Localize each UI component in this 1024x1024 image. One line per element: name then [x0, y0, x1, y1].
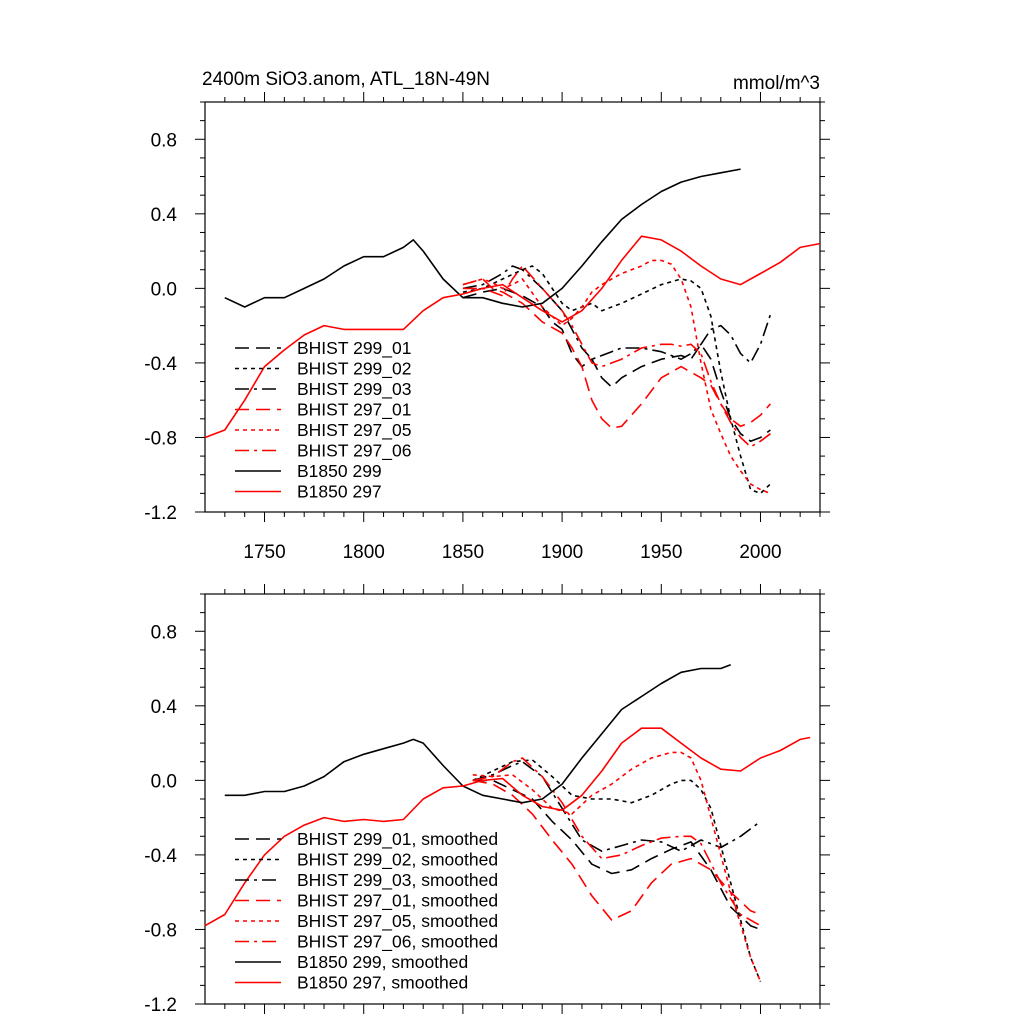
legend-label: BHIST 299_02	[297, 359, 411, 380]
series-line-bhist-297-05-smoothed	[472, 751, 762, 982]
legend-label: BHIST 297_05, smoothed	[297, 911, 498, 932]
legend-label: BHIST 299_01, smoothed	[297, 829, 498, 850]
legend-label: BHIST 297_06, smoothed	[297, 932, 498, 953]
series-line-bhist-297-05	[462, 259, 771, 495]
series-line-bhist-299-02	[462, 265, 771, 495]
series-line-bhist-297-01	[462, 278, 771, 429]
series-line-bhist-297-01-smoothed	[472, 779, 761, 921]
legend-label: BHIST 297_01, smoothed	[297, 891, 498, 912]
y-tick-label: 0.0	[151, 279, 177, 300]
legend-label: BHIST 299_02, smoothed	[297, 850, 498, 871]
series-line-bhist-297-06	[462, 265, 771, 448]
series-line-bhist-297-06-smoothed	[472, 757, 761, 927]
legend-label: B1850 297	[297, 482, 382, 502]
series-line-b1850-299-smoothed	[224, 664, 731, 804]
x-tick-label: 1850	[442, 542, 484, 563]
legend-label: BHIST 297_01	[297, 400, 411, 421]
legend-label: B1850 297, smoothed	[297, 973, 468, 993]
top-chart-units: mmol/m^3	[733, 73, 820, 94]
legend-label: BHIST 299_03	[297, 379, 411, 400]
x-tick-label: 1900	[541, 542, 583, 563]
y-tick-label: -0.4	[144, 354, 177, 375]
top-panel: 2400m SiO3.anom, ATL_18N-49N mmol/m^3 0.…	[144, 69, 830, 563]
y-tick-label: 0.0	[151, 771, 177, 792]
legend-label: BHIST 299_01	[297, 338, 411, 359]
x-tick-label: 1950	[640, 542, 682, 563]
series-line-b1850-297	[204, 235, 821, 439]
series-line-bhist-299-02-smoothed	[472, 759, 762, 982]
series-line-bhist-299-01-smoothed	[472, 779, 761, 931]
y-tick-label: 0.8	[151, 130, 177, 151]
legend-label: BHIST 297_06	[297, 441, 411, 462]
series-line-bhist-299-01	[462, 287, 771, 443]
bottom-panel: 0.8 0.4 0.0 -0.4 -0.8 -1.2 BHIST 299_01, smoot…	[144, 584, 830, 1016]
series-line-bhist-299-03	[462, 265, 772, 364]
series-line-b1850-299	[224, 168, 741, 308]
y-tick-label: -0.4	[144, 846, 177, 867]
legend-label: B1850 299, smoothed	[297, 952, 468, 972]
y-tick-label: 0.4	[151, 697, 178, 718]
x-tick-label: 1750	[243, 542, 285, 563]
y-tick-label: 0.4	[151, 205, 178, 226]
y-tick-label: -1.2	[144, 503, 177, 524]
legend-label: BHIST 299_03, smoothed	[297, 870, 498, 891]
y-tick-label: -1.2	[144, 995, 177, 1016]
y-tick-label: -0.8	[144, 428, 177, 449]
legend-label: BHIST 297_05	[297, 420, 411, 441]
y-tick-label: -0.8	[144, 920, 177, 941]
y-tick-label: 0.8	[151, 622, 177, 643]
top-chart-title: 2400m SiO3.anom, ATL_18N-49N	[202, 69, 490, 90]
series-line-b1850-297-smoothed	[204, 727, 811, 927]
x-tick-label: 2000	[739, 542, 781, 563]
x-tick-label: 1800	[343, 542, 385, 563]
series-line-bhist-299-03-smoothed	[472, 760, 761, 853]
legend-label: B1850 299	[297, 461, 382, 481]
